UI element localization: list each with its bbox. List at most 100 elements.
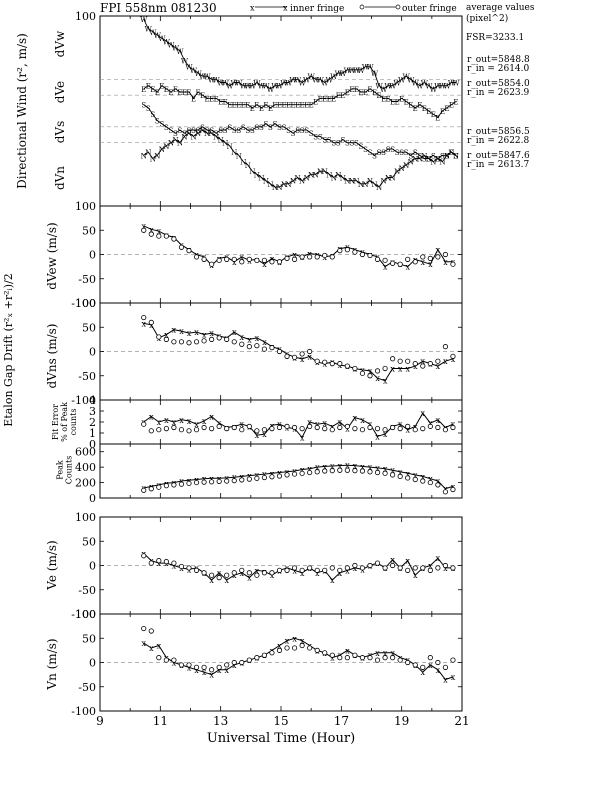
data-point-outer xyxy=(231,659,237,666)
data-point-W: W xyxy=(425,83,433,91)
data-point-x: x xyxy=(270,421,275,430)
data-point-outer xyxy=(231,424,237,431)
data-point-W: W xyxy=(158,35,166,43)
data-point-outer xyxy=(352,562,358,569)
data-point-outer xyxy=(246,657,252,663)
data-point-E: E xyxy=(300,102,305,110)
data-point-outer xyxy=(405,358,411,364)
data-point-outer xyxy=(412,259,418,265)
data-point-x: x xyxy=(360,366,365,375)
data-point-E: E xyxy=(304,102,309,110)
data-point-outer xyxy=(307,348,313,355)
data-point-E: E xyxy=(277,102,282,110)
data-point-E: E xyxy=(241,102,246,110)
data-point-x: x xyxy=(262,260,267,269)
data-point-x: x xyxy=(262,430,267,439)
data-point-outer xyxy=(329,652,335,658)
data-point-outer xyxy=(450,424,456,431)
data-point-outer xyxy=(186,662,192,668)
data-point-outer xyxy=(254,428,260,434)
data-point-W: W xyxy=(271,83,279,91)
data-point-outer xyxy=(141,625,147,632)
data-point-E: E xyxy=(263,102,268,110)
data-point-outer xyxy=(178,427,185,433)
data-point-S: S xyxy=(404,149,409,157)
data-point-x: x xyxy=(428,419,433,428)
data-point-S: S xyxy=(435,156,440,164)
data-point-outer xyxy=(141,227,147,233)
data-point-S: S xyxy=(363,146,368,154)
data-point-outer xyxy=(284,567,290,573)
data-point-N: N xyxy=(408,159,414,167)
data-point-outer xyxy=(269,425,275,432)
data-point-S: S xyxy=(417,152,422,160)
data-point-N: N xyxy=(227,143,233,151)
data-point-W: W xyxy=(226,83,234,91)
data-point-x: x xyxy=(375,432,380,441)
data-point-W: W xyxy=(371,70,379,78)
data-point-E: E xyxy=(322,95,327,103)
data-point-outer xyxy=(382,565,388,571)
data-point-outer xyxy=(314,424,320,431)
data-point-W: W xyxy=(403,73,411,81)
data-point-outer xyxy=(193,567,200,573)
data-point-S: S xyxy=(236,127,241,135)
y-tick-label: -100 xyxy=(71,297,96,310)
data-point-N: N xyxy=(340,175,346,183)
data-point-N: N xyxy=(240,159,246,167)
data-point-S: S xyxy=(313,133,318,141)
data-point-W: W xyxy=(416,83,424,91)
data-point-S: S xyxy=(214,130,219,138)
data-point-N: N xyxy=(145,149,151,157)
data-point-outer xyxy=(405,659,411,666)
data-point-S: S xyxy=(349,140,354,148)
series-line xyxy=(143,412,454,439)
y-tick-label: -50 xyxy=(78,681,96,694)
data-point-outer xyxy=(193,427,200,433)
data-point-outer xyxy=(246,570,252,576)
data-point-S: S xyxy=(241,124,246,132)
y-tick-label: 1 xyxy=(89,427,96,440)
data-point-N: N xyxy=(263,178,269,186)
data-point-x: x xyxy=(179,416,184,425)
data-point-x: x xyxy=(421,472,426,481)
data-point-x: x xyxy=(413,571,418,580)
data-point-x: x xyxy=(428,562,433,571)
x-tick-label: 15 xyxy=(273,714,288,728)
avg-stat: r_in = 2614.0 xyxy=(467,64,530,74)
data-point-outer xyxy=(412,476,418,483)
data-point-W: W xyxy=(222,80,230,88)
data-point-W: W xyxy=(262,83,270,91)
data-point-outer xyxy=(442,344,449,350)
data-point-W: W xyxy=(303,76,311,84)
data-point-x: x xyxy=(179,327,184,336)
legend-outer-marker xyxy=(359,4,365,10)
data-point-S: S xyxy=(223,127,228,135)
data-point-outer xyxy=(148,231,154,237)
data-point-x: x xyxy=(240,569,245,578)
data-point-N: N xyxy=(209,130,215,138)
data-point-S: S xyxy=(390,146,395,154)
data-point-outer xyxy=(435,424,441,431)
data-point-x: x xyxy=(149,321,154,330)
data-point-W: W xyxy=(145,26,153,34)
data-point-E: E xyxy=(168,89,173,97)
data-point-E: E xyxy=(426,108,431,116)
data-point-outer xyxy=(314,567,320,573)
data-point-W: W xyxy=(194,70,202,78)
data-point-S: S xyxy=(141,102,146,110)
y-axis-label: dVns (m/s) xyxy=(45,324,59,389)
data-point-E: E xyxy=(381,95,386,103)
data-point-outer xyxy=(382,470,388,476)
data-point-x: x xyxy=(315,569,320,578)
data-point-x: x xyxy=(428,661,433,670)
sublabel-dVn: dVn xyxy=(53,166,67,190)
data-point-x: x xyxy=(209,671,214,680)
data-point-outer xyxy=(420,363,426,369)
data-point-outer xyxy=(231,256,237,262)
data-point-x: x xyxy=(202,668,207,677)
y-axis-label: Fit Error xyxy=(51,404,60,440)
data-point-outer xyxy=(201,479,207,485)
data-point-outer xyxy=(231,339,237,345)
